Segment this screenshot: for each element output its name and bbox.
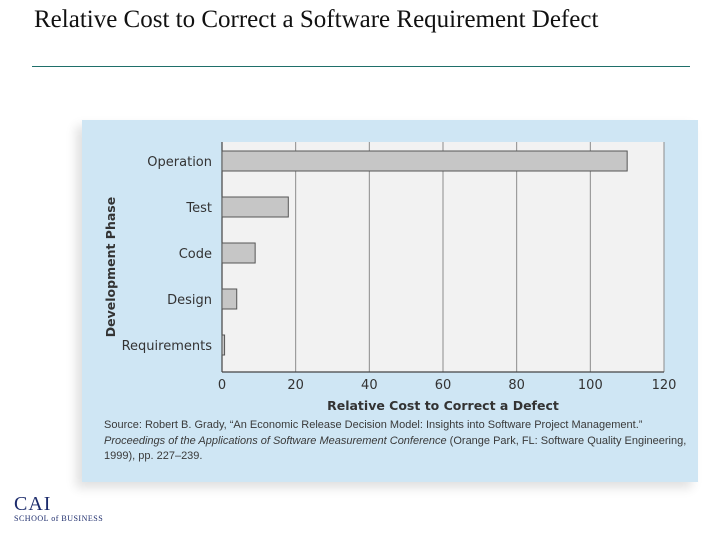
x-tick-label-1: 20 [287,378,304,393]
y-axis-label: Development Phase [103,197,118,337]
category-label-design: Design [167,293,212,308]
x-axis-label: Relative Cost to Correct a Defect [327,398,559,410]
x-tick-label-2: 40 [361,378,378,393]
category-label-requirements: Requirements [122,339,213,354]
x-tick-label-0: 0 [218,378,226,393]
bar-operation [221,150,628,172]
logo-main-text: CAI [14,493,52,515]
bar-test [221,196,289,218]
x-tick-label-5: 100 [578,378,603,393]
logo-sub-text: SCHOOL of BUSINESS [14,514,104,523]
title-divider [32,66,690,67]
chart-figure: Operation Test Code Design Requirements 0 20 40… [82,120,698,482]
bar-code [221,242,256,264]
bar-design [221,288,238,310]
source-suffix: (Orange Park, FL: Software Quality Engin… [104,434,687,463]
category-label-code: Code [179,247,212,262]
school-logo: CAI SCHOOL of BUSINESS [14,494,103,524]
source-proceedings: Proceedings of the Applications of Softw… [104,434,447,447]
source-citation: Source: Robert B. Grady, “An Economic Re… [104,418,694,465]
category-label-test: Test [185,201,212,216]
x-tick-label-6: 120 [652,378,677,393]
category-label-operation: Operation [147,155,212,170]
slide-title: Relative Cost to Correct a Software Requ… [34,6,599,33]
source-prefix: Source: Robert B. Grady, “An Economic Re… [104,419,643,431]
bar-requirements [221,334,226,356]
bar-chart: Operation Test Code Design Requirements 0 20 40… [103,142,677,410]
x-tick-label-4: 80 [508,378,525,393]
x-tick-label-3: 60 [435,378,452,393]
